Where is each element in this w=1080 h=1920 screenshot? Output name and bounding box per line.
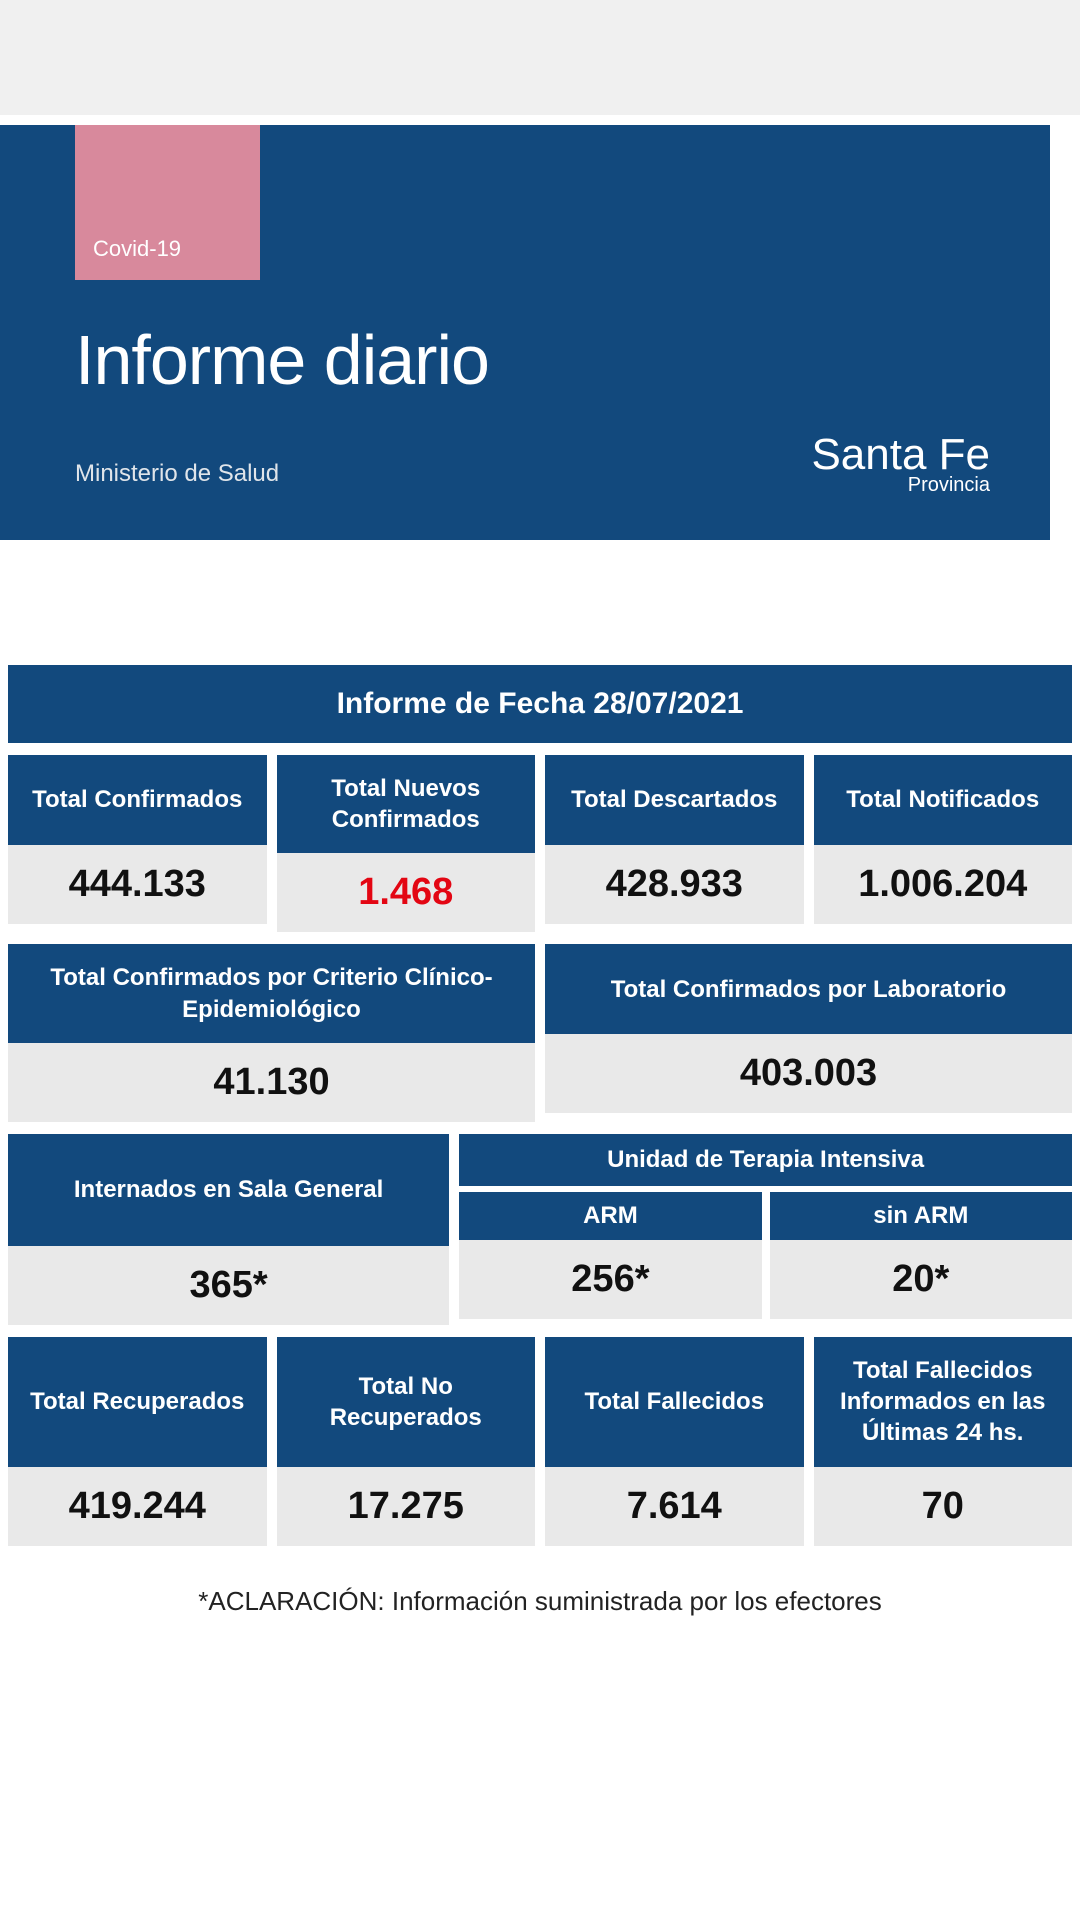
stat-clinico-epidemiologico: Total Confirmados por Criterio Clínico-E… bbox=[8, 944, 535, 1121]
stat-label: Total Recuperados bbox=[8, 1337, 267, 1467]
content-area: Informe de Fecha 28/07/2021 Total Confir… bbox=[0, 665, 1080, 1617]
stat-value: 428.933 bbox=[545, 845, 804, 924]
stat-label: Total Nuevos Confirmados bbox=[277, 755, 536, 853]
stat-descartados: Total Descartados 428.933 bbox=[545, 755, 804, 932]
uti-sub-row: ARM 256* sin ARM 20* bbox=[459, 1192, 1072, 1319]
stat-value: 20* bbox=[770, 1240, 1072, 1319]
stat-value: 17.275 bbox=[277, 1467, 536, 1546]
report-page: Covid-19 Informe diario Ministerio de Sa… bbox=[0, 0, 1080, 1920]
stat-sin-arm: sin ARM 20* bbox=[770, 1192, 1072, 1319]
stat-label: ARM bbox=[459, 1192, 761, 1240]
province-logo: Santa Fe Provincia bbox=[811, 430, 990, 497]
stat-value: 70 bbox=[814, 1467, 1073, 1546]
stat-value: 41.130 bbox=[8, 1043, 535, 1122]
stat-fallecidos: Total Fallecidos 7.614 bbox=[545, 1337, 804, 1546]
stat-label: Total Descartados bbox=[545, 755, 804, 845]
stat-label: Total Confirmados por Laboratorio bbox=[545, 944, 1072, 1034]
stat-no-recuperados: Total No Recuperados 17.275 bbox=[277, 1337, 536, 1546]
covid-tag: Covid-19 bbox=[75, 125, 260, 280]
stat-value: 1.468 bbox=[277, 853, 536, 932]
logo-main-text: Santa Fe bbox=[811, 430, 990, 480]
stat-value: 7.614 bbox=[545, 1467, 804, 1546]
stat-label: sin ARM bbox=[770, 1192, 1072, 1240]
covid-tag-text: Covid-19 bbox=[93, 236, 181, 262]
report-subtitle: Ministerio de Salud bbox=[75, 460, 279, 488]
stat-value: 419.244 bbox=[8, 1467, 267, 1546]
footnote: *ACLARACIÓN: Información suministrada po… bbox=[8, 1586, 1072, 1617]
stat-value: 256* bbox=[459, 1240, 761, 1319]
uti-group-label: Unidad de Terapia Intensiva bbox=[459, 1134, 1072, 1186]
top-spacer bbox=[0, 0, 1080, 115]
stat-laboratorio: Total Confirmados por Laboratorio 403.00… bbox=[545, 944, 1072, 1121]
stats-row-3: Internados en Sala General 365* Unidad d… bbox=[8, 1134, 1072, 1325]
stat-label: Total Fallecidos bbox=[545, 1337, 804, 1467]
stat-value: 403.003 bbox=[545, 1034, 1072, 1113]
stat-terapia-intensiva: Unidad de Terapia Intensiva ARM 256* sin… bbox=[459, 1134, 1072, 1325]
stat-nuevos-confirmados: Total Nuevos Confirmados 1.468 bbox=[277, 755, 536, 932]
stat-value: 1.006.204 bbox=[814, 845, 1073, 924]
stat-arm: ARM 256* bbox=[459, 1192, 761, 1319]
stat-total-confirmados: Total Confirmados 444.133 bbox=[8, 755, 267, 932]
stat-label: Internados en Sala General bbox=[8, 1134, 449, 1246]
stat-label: Total Confirmados por Criterio Clínico-E… bbox=[8, 944, 535, 1042]
stat-notificados: Total Notificados 1.006.204 bbox=[814, 755, 1073, 932]
report-title: Informe diario bbox=[75, 320, 489, 400]
stats-row-2: Total Confirmados por Criterio Clínico-E… bbox=[8, 944, 1072, 1121]
stat-label: Total Notificados bbox=[814, 755, 1073, 845]
stat-value: 444.133 bbox=[8, 845, 267, 924]
stats-row-4: Total Recuperados 419.244 Total No Recup… bbox=[8, 1337, 1072, 1546]
stat-recuperados: Total Recuperados 419.244 bbox=[8, 1337, 267, 1546]
stat-sala-general: Internados en Sala General 365* bbox=[8, 1134, 449, 1325]
stat-value: 365* bbox=[8, 1246, 449, 1325]
stats-row-1: Total Confirmados 444.133 Total Nuevos C… bbox=[8, 755, 1072, 932]
stat-label: Total No Recuperados bbox=[277, 1337, 536, 1467]
header-banner: Covid-19 Informe diario Ministerio de Sa… bbox=[0, 125, 1080, 540]
stat-label: Total Confirmados bbox=[8, 755, 267, 845]
stat-fallecidos-24hs: Total Fallecidos Informados en las Últim… bbox=[814, 1337, 1073, 1546]
stat-label: Total Fallecidos Informados en las Últim… bbox=[814, 1337, 1073, 1467]
date-bar: Informe de Fecha 28/07/2021 bbox=[8, 665, 1072, 743]
